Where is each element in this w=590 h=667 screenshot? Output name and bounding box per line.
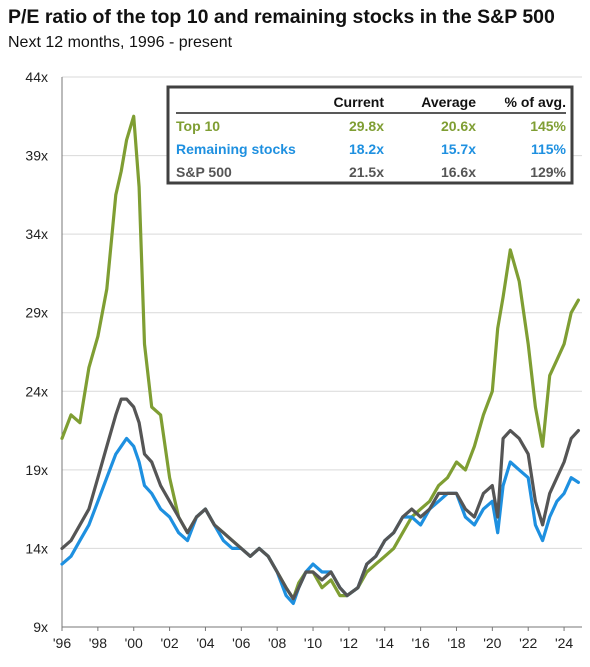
table-cell: 20.6x — [441, 118, 476, 134]
table-cell: 16.6x — [441, 164, 476, 180]
y-tick-label: 34x — [25, 226, 48, 242]
table-cell: 21.5x — [349, 164, 384, 180]
table-cell: 15.7x — [441, 141, 476, 157]
x-tick-label: '10 — [304, 635, 322, 651]
y-tick-label: 19x — [25, 462, 48, 478]
table-cell: 115% — [531, 141, 567, 157]
x-tick-label: '24 — [555, 635, 573, 651]
summary-table: Current Average % of avg. Top 10 29.8x 20.6x 1… — [166, 85, 574, 185]
x-tick-label: '16 — [411, 635, 429, 651]
table-header: Current — [333, 94, 384, 110]
x-tick-label: '08 — [268, 635, 286, 651]
series-line-sp500 — [60, 397, 580, 601]
x-axis: '96 '98 '00 '02 '04 '06 '08 '10 '12 '14 '16 '18 '20 '… — [53, 626, 582, 651]
table-row-label: Top 10 — [176, 118, 220, 134]
table-cell: 145% — [530, 118, 566, 134]
series-line-remaining — [60, 436, 580, 605]
y-tick-label: 39x — [25, 148, 48, 164]
table-cell: 18.2x — [349, 141, 384, 157]
y-tick-label: 29x — [25, 305, 48, 321]
x-tick-label: '18 — [447, 635, 465, 651]
y-tick-label: 9x — [33, 619, 48, 635]
table-cell: 129% — [530, 164, 566, 180]
x-tick-label: '12 — [340, 635, 358, 651]
table-row-label: S&P 500 — [176, 164, 232, 180]
y-tick-label: 14x — [25, 540, 48, 556]
x-tick-label: '98 — [89, 635, 107, 651]
y-tick-label: 24x — [25, 383, 48, 399]
table-row-label: Remaining stocks — [176, 141, 296, 157]
x-tick-label: '00 — [125, 635, 143, 651]
x-tick-label: '20 — [483, 635, 501, 651]
x-tick-label: '04 — [196, 635, 214, 651]
y-axis: 9x 14x 19x 24x 29x 34x 39x 44x — [25, 69, 63, 635]
summary-table-box — [166, 85, 574, 185]
chart-title: P/E ratio of the top 10 and remaining st… — [8, 6, 555, 28]
x-tick-label: '96 — [53, 635, 71, 651]
y-tick-label: 44x — [25, 69, 48, 85]
series-lines — [60, 114, 580, 605]
x-tick-label: '06 — [232, 635, 250, 651]
table-header: Average — [421, 94, 476, 110]
x-tick-label: '14 — [376, 635, 394, 651]
x-tick-label: '22 — [519, 635, 537, 651]
table-header: % of avg. — [505, 94, 566, 110]
series-line-top10 — [60, 114, 580, 601]
table-cell: 29.8x — [349, 118, 384, 134]
chart-subtitle: Next 12 months, 1996 - present — [8, 34, 233, 51]
x-tick-label: '02 — [160, 635, 178, 651]
